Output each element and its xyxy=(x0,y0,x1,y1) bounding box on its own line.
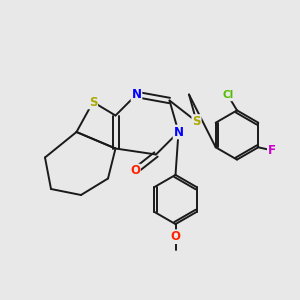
Text: N: N xyxy=(173,125,184,139)
Text: O: O xyxy=(170,230,181,243)
Text: S: S xyxy=(89,95,97,109)
Text: Cl: Cl xyxy=(222,90,234,100)
Text: F: F xyxy=(268,144,276,157)
Text: O: O xyxy=(130,164,140,178)
Text: N: N xyxy=(131,88,142,101)
Text: S: S xyxy=(192,115,201,128)
